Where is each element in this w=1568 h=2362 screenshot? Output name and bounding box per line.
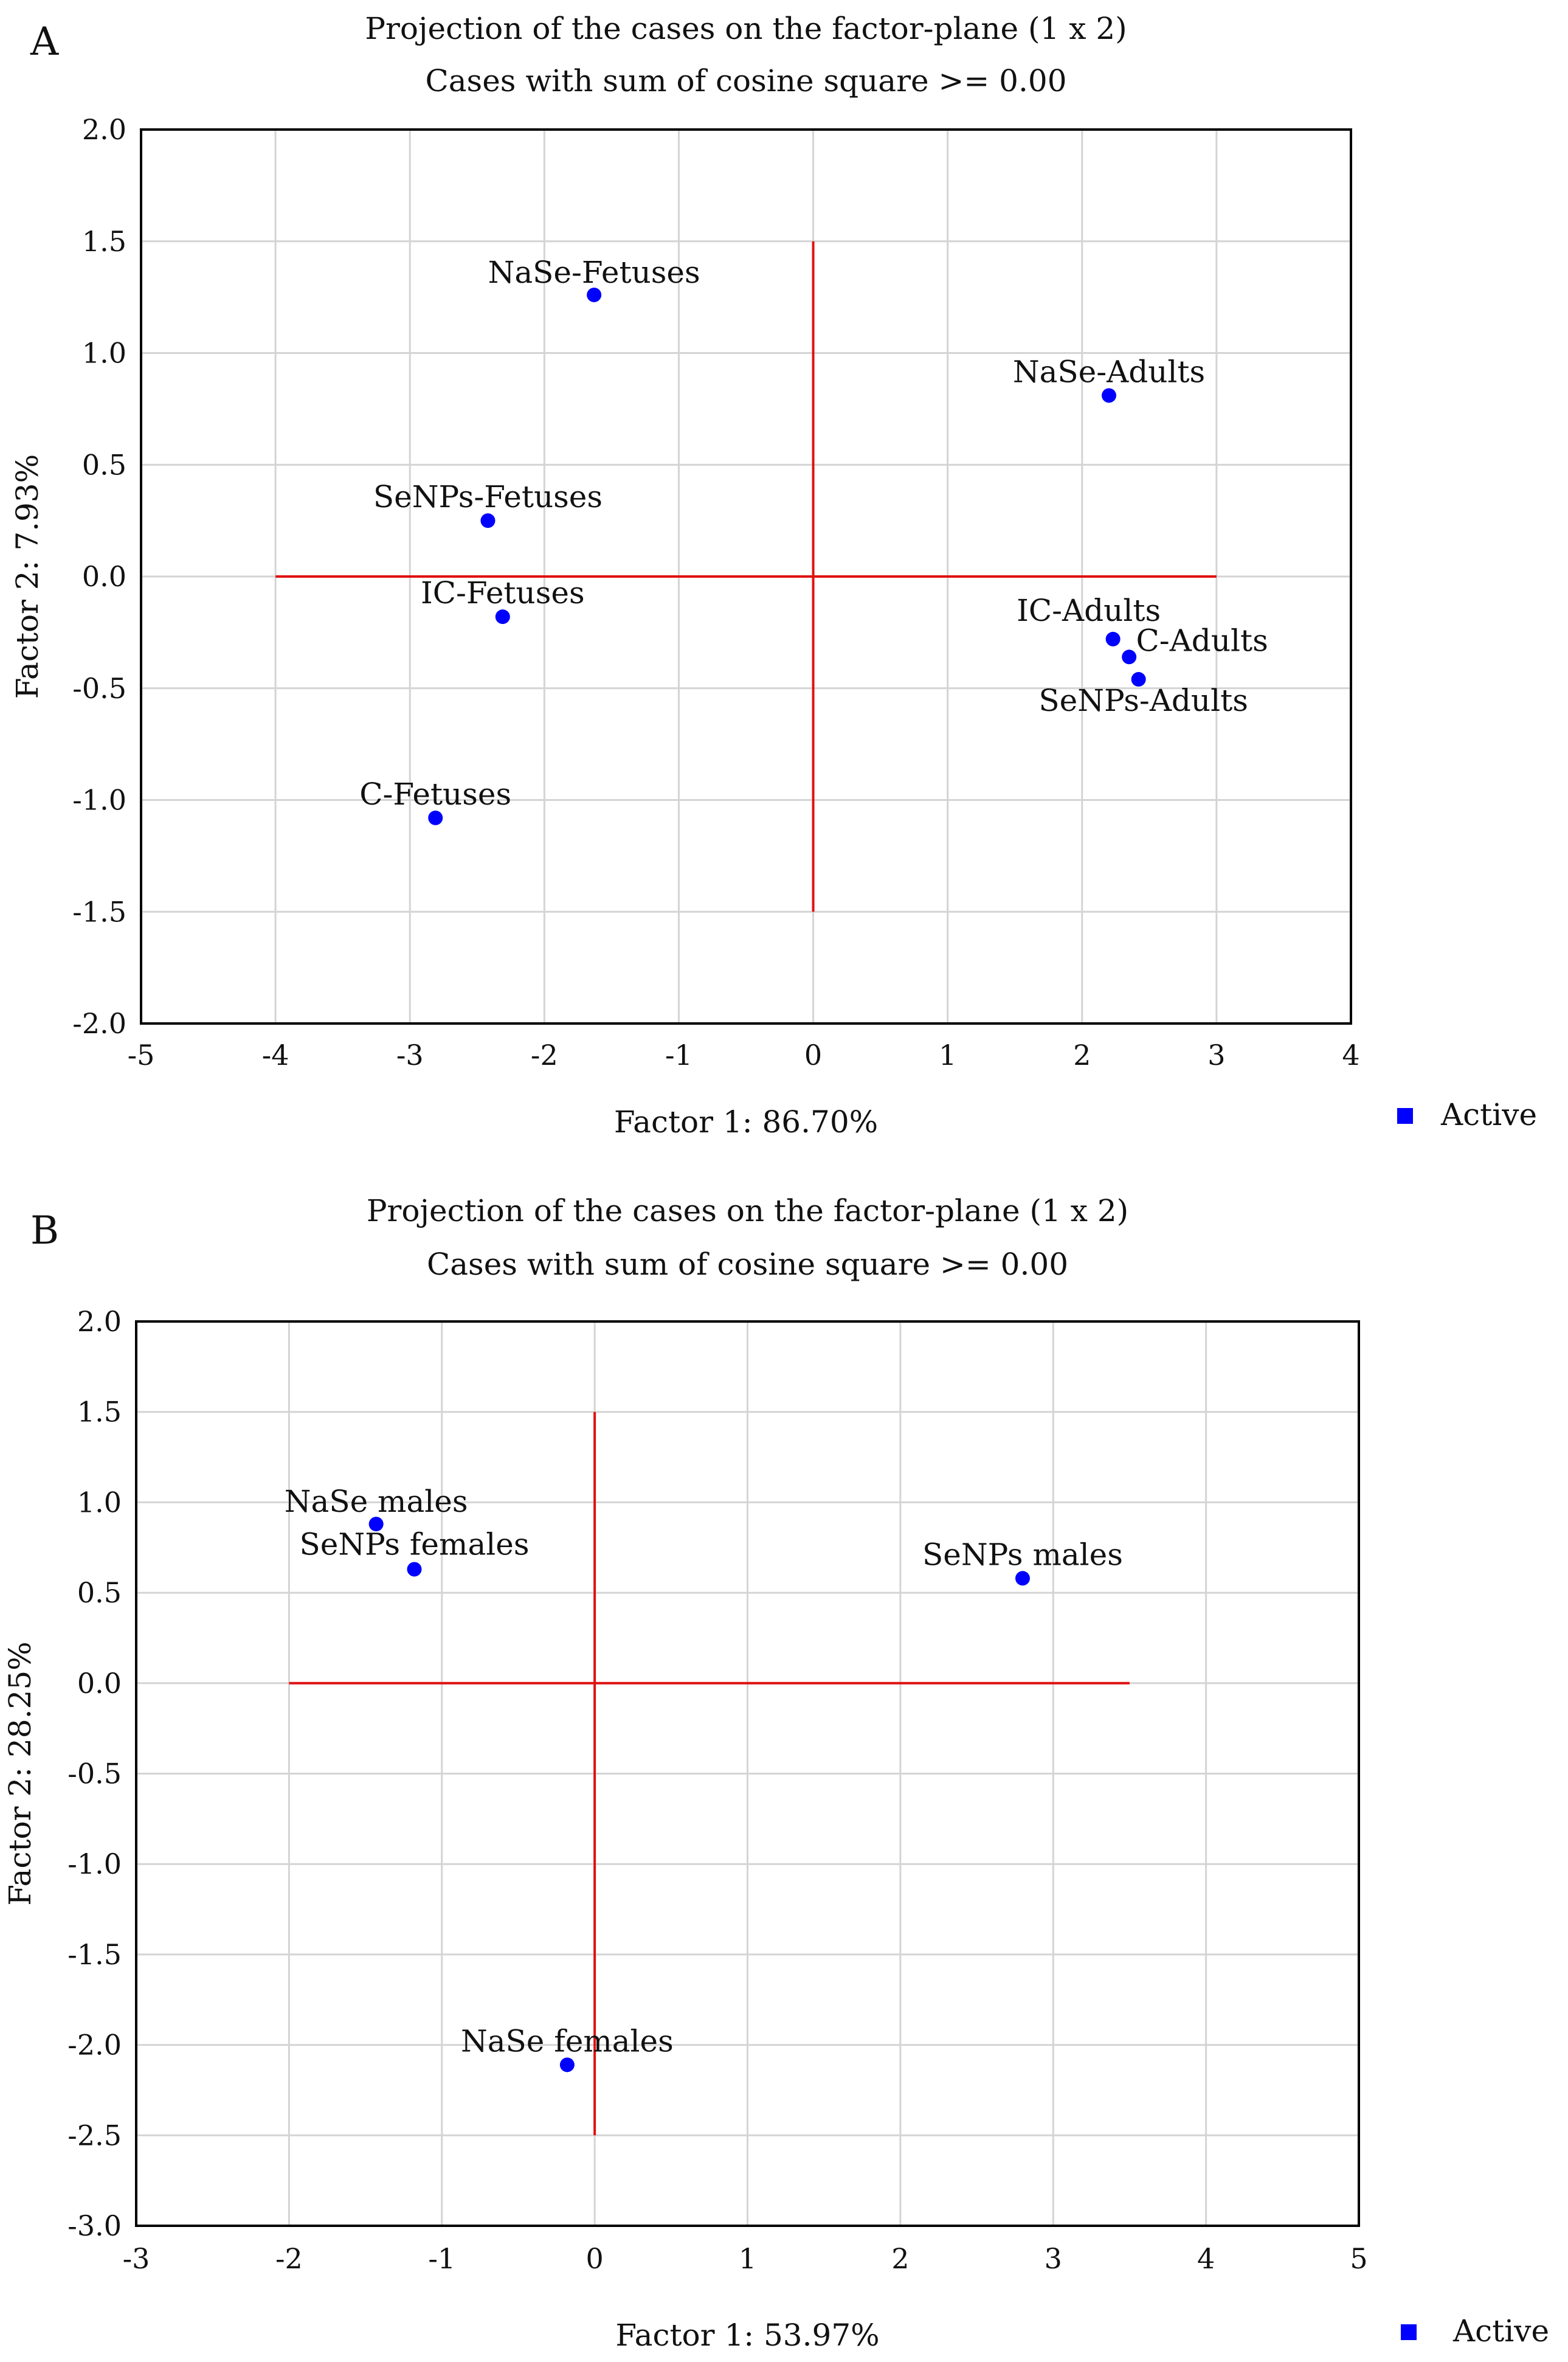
panel-a-point-label: C-Adults	[1136, 623, 1268, 658]
panel-a-data-point	[1105, 631, 1121, 646]
panel-a-y-tick-label: 1.5	[82, 225, 126, 258]
panel-a-point-label: NaSe-Fetuses	[488, 255, 700, 290]
panel-b-y-tick-label: -0.5	[67, 1758, 122, 1790]
panel-a-data-point	[495, 609, 510, 625]
panel-a-y-axis-label: Factor 2: 7.93%	[10, 454, 45, 699]
panel-a-x-tick-label: -2	[531, 1039, 558, 1072]
panel-a-data-point	[587, 287, 602, 302]
panel-b-y-tick-label: 0.5	[77, 1576, 122, 1609]
panel-a-point-label: IC-Adults	[1017, 593, 1161, 628]
panel-a-plot-frame	[140, 128, 1352, 1025]
panel-a-point-label: C-Fetuses	[359, 777, 511, 812]
panel-b-data-point	[559, 2057, 575, 2073]
panel-a-y-tick-label: -0.5	[72, 672, 126, 705]
panel-b-point-label: NaSe males	[285, 1484, 468, 1519]
panel-b-y-tick-label: -1.0	[67, 1848, 122, 1880]
panel-b-y-tick-label: 1.5	[77, 1396, 122, 1429]
panel-b-x-tick-label: 3	[1045, 2242, 1062, 2275]
panel-a-y-tick-label: 2.0	[82, 113, 126, 146]
panel-b-data-point	[1015, 1571, 1030, 1586]
panel-a-letter: A	[30, 19, 59, 64]
panel-b-data-point	[368, 1517, 384, 1532]
panel-a-data-point	[1131, 672, 1146, 687]
panel-a-x-tick-label: 3	[1207, 1039, 1225, 1072]
panel-b-legend-label: Active	[1452, 2313, 1549, 2349]
panel-a-legend-marker	[1397, 1108, 1413, 1124]
panel-b-y-axis-label: Factor 2: 28.25%	[2, 1641, 38, 1905]
panel-b-y-tick-label: -3.0	[67, 2209, 122, 2242]
panel-b-y-tick-label: 0.0	[77, 1667, 122, 1700]
panel-a-title: Projection of the cases on the factor-pl…	[365, 11, 1127, 46]
panel-a-subtitle: Cases with sum of cosine square >= 0.00	[425, 63, 1066, 99]
panel-a-legend-label: Active	[1440, 1097, 1537, 1132]
panel-a-y-tick-label: -1.0	[72, 784, 126, 817]
chart-panel-a: Projection of the cases on the factor-pl…	[10, 11, 1537, 1140]
panel-b-point-label: SeNPs males	[922, 1537, 1123, 1572]
panel-b-subtitle: Cases with sum of cosine square >= 0.00	[427, 1247, 1068, 1282]
panel-b-title: Projection of the cases on the factor-pl…	[367, 1193, 1128, 1228]
panel-a-data-point	[480, 513, 496, 528]
panel-a-point-label: SeNPs-Fetuses	[373, 479, 603, 514]
panel-a-data-point	[1122, 649, 1137, 665]
panel-b-y-tick-label: -2.0	[67, 2029, 122, 2062]
panel-a-data-point	[428, 810, 443, 825]
panel-a-y-tick-label: 1.0	[82, 337, 126, 370]
panel-a-x-tick-label: -4	[262, 1039, 289, 1072]
panel-b-letter: B	[30, 1208, 59, 1253]
panel-b-y-tick-label: -2.5	[67, 2119, 122, 2152]
panel-a-data-point	[1102, 388, 1116, 403]
panel-b-point-label: NaSe females	[461, 2023, 674, 2059]
panel-b-x-tick-label: -3	[123, 2242, 150, 2275]
panel-a-x-tick-label: 0	[804, 1039, 822, 1072]
panel-b-x-tick-label: 2	[891, 2242, 909, 2275]
panel-a-x-tick-label: 4	[1342, 1039, 1359, 1072]
panel-a-point-label: IC-Fetuses	[421, 575, 585, 611]
panel-b-data-point	[407, 1562, 422, 1577]
panel-b-point-label: SeNPs females	[299, 1526, 529, 1562]
panel-a-x-tick-label: -1	[665, 1039, 692, 1072]
panel-a-x-tick-label: 2	[1073, 1039, 1091, 1072]
panel-a-x-tick-label: 1	[939, 1039, 956, 1072]
panel-b-y-tick-label: -1.5	[67, 1938, 122, 1971]
panel-b-x-tick-label: 0	[585, 2242, 603, 2275]
panel-b-y-tick-label: 2.0	[77, 1305, 122, 1338]
panel-b-x-tick-label: 4	[1197, 2242, 1215, 2275]
panel-a-y-tick-label: -2.0	[72, 1007, 126, 1040]
panel-a-x-tick-label: -5	[128, 1039, 155, 1072]
panel-b-x-tick-label: -2	[275, 2242, 303, 2275]
panel-a-y-tick-label: 0.0	[82, 560, 126, 593]
panel-a-point-label: NaSe-Adults	[1013, 354, 1205, 389]
panel-b-x-tick-label: 5	[1350, 2242, 1367, 2275]
panel-a-point-label: SeNPs-Adults	[1038, 683, 1248, 718]
panel-b-legend-marker	[1401, 2324, 1417, 2340]
panel-b-x-axis-label: Factor 1: 53.97%	[615, 2318, 879, 2353]
panel-a-x-tick-label: -3	[396, 1039, 424, 1072]
panel-b-y-tick-label: 1.0	[77, 1486, 122, 1519]
panel-b-plot-frame	[135, 1320, 1360, 2227]
panel-b-x-tick-label: -1	[428, 2242, 455, 2275]
panel-a-y-tick-label: -1.5	[72, 895, 126, 928]
panel-a-y-tick-label: 0.5	[82, 448, 126, 481]
panel-b-x-tick-label: 1	[739, 2242, 756, 2275]
panel-a-x-axis-label: Factor 1: 86.70%	[614, 1104, 878, 1140]
chart-panel-b: Projection of the cases on the factor-pl…	[2, 1193, 1549, 2353]
